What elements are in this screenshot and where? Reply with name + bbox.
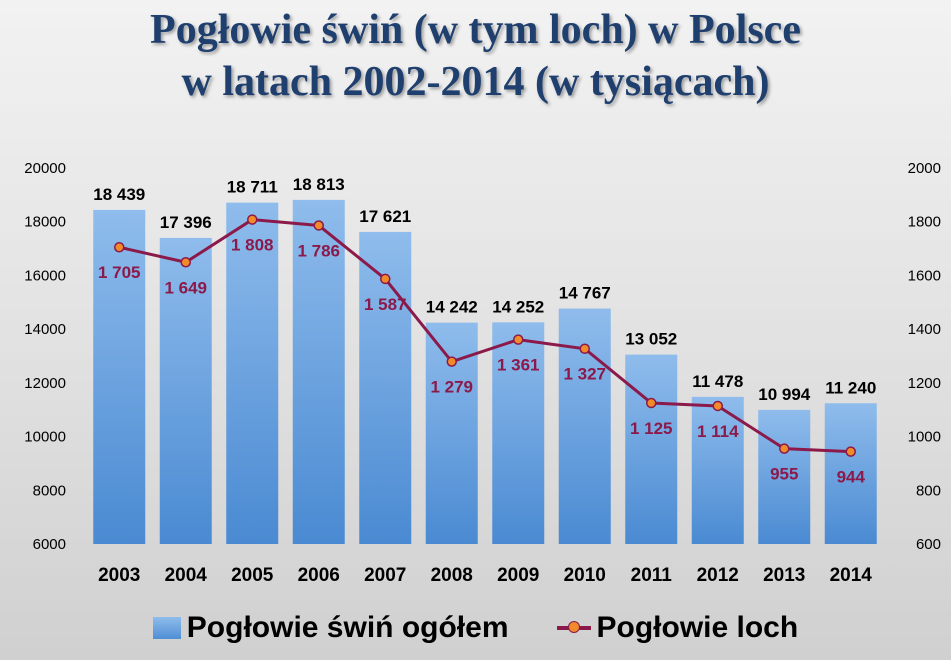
line-point [446,356,457,367]
line-point [380,273,391,285]
line-point [313,220,324,231]
line-value-label: 1 327 [563,365,606,384]
bar-value-label: 14 252 [492,297,544,316]
line-value-label: 1 587 [364,295,407,314]
line-point [114,241,125,253]
y-right-tick-label: 2000 [908,160,941,177]
line-value-label: 1 649 [164,278,207,297]
y-left-tick-label: 14000 [24,321,66,338]
y-axis-left: 6000 8000 10000 12000 14000 16000 18000 20000 [24,160,66,553]
x-axis-categories: 2003 2004 2005 2006 2007 2008 2009 2010 2011 2012… [98,565,872,586]
bar-value-label: 14 767 [559,284,611,303]
y-left-tick-label: 16000 [24,267,66,284]
bar [492,322,545,544]
bar-series [93,199,877,545]
bar [292,199,345,544]
line-point [845,446,856,457]
bar-value-label: 11 240 [825,378,876,397]
bar-value-label: 17 396 [160,213,212,232]
x-category-label: 2008 [431,565,473,586]
chart-title-line1: Pogłowie świń (w tym loch) w Polsce [150,7,801,53]
x-category-label: 2005 [231,565,274,586]
line-point [180,257,191,268]
line-value-label: 1 279 [430,378,473,397]
line-data-labels: 1 705 1 649 1 808 1 786 1 587 1 279 1 361 1 327… [98,236,865,487]
bar-value-label: 17 621 [359,207,411,226]
y-right-tick-label: 600 [916,536,941,553]
combo-chart: 6000 8000 10000 12000 14000 16000 18000 20000 6… [24,160,941,586]
bar-value-label: 11 478 [692,372,743,391]
bar-value-label: 13 052 [625,330,677,349]
x-category-label: 2014 [830,565,873,586]
line-value-label: 955 [770,465,798,484]
line-value-label: 1 361 [497,356,540,375]
chart-title: Pogłowie świń (w tym loch) w Polsce w la… [0,4,951,108]
bar-data-labels: 18 439 17 396 18 711 18 813 17 621 14 242 14 2… [93,175,876,404]
x-category-label: 2007 [364,565,406,586]
y-left-tick-label: 18000 [24,214,66,231]
bar [691,396,744,544]
y-right-tick-label: 1400 [908,321,941,338]
legend-item-bar: Pogłowie świń ogółem [152,611,509,645]
line-value-label: 944 [837,468,866,487]
x-category-label: 2003 [98,565,140,586]
line-point [712,400,723,412]
line-value-label: 1 786 [297,241,340,260]
legend-label-bar: Pogłowie świń ogółem [186,611,509,644]
y-left-tick-label: 20000 [24,160,66,177]
bar [226,202,279,545]
y-right-tick-label: 800 [916,482,941,499]
bar [625,354,678,544]
x-category-label: 2011 [631,565,673,586]
x-category-label: 2010 [564,565,606,586]
x-category-label: 2009 [497,565,539,586]
line-path [118,218,851,454]
legend-label-line: Pogłowie loch [596,611,799,644]
bar-value-label: 14 242 [426,298,478,317]
y-right-tick-label: 1800 [908,214,941,231]
x-category-label: 2006 [298,565,340,586]
bar-value-label: 18 439 [93,185,145,204]
x-category-label: 2013 [763,565,805,586]
x-category-label: 2004 [165,565,208,586]
legend-item-line: Pogłowie loch [556,611,799,645]
legend-bar-swatch [152,617,181,639]
line-point [579,343,590,354]
line-value-label: 1 114 [697,422,739,441]
legend: Pogłowie świń ogółem Pogłowie loch [0,606,951,650]
line-value-label: 1 705 [98,263,141,282]
bar [824,403,877,544]
bar-value-label: 10 994 [758,385,811,404]
y-left-tick-label: 12000 [24,375,66,392]
bar [93,209,146,544]
chart-title-line2: w latach 2002-2014 (w tysiącach) [181,59,770,105]
y-left-tick-label: 10000 [24,429,66,446]
line-point [646,397,657,409]
line-point [247,214,258,225]
y-right-tick-label: 1600 [908,267,941,284]
bar [159,237,212,544]
line-point [513,334,524,345]
y-left-tick-label: 8000 [33,482,66,499]
bar-value-label: 18 711 [227,178,278,197]
bar-value-label: 18 813 [293,175,345,194]
y-axis-right: 600 800 1000 1200 1400 1600 1800 2000 [908,160,941,553]
y-right-tick-label: 1000 [908,429,941,446]
y-right-tick-label: 1200 [908,375,941,392]
line-series [114,214,856,457]
legend-line-swatch [556,621,591,633]
line-point [779,443,790,454]
bar [758,409,811,544]
x-category-label: 2012 [697,565,739,586]
line-value-label: 1 808 [231,236,274,255]
line-value-label: 1 125 [630,419,673,438]
y-left-tick-label: 6000 [33,536,66,553]
